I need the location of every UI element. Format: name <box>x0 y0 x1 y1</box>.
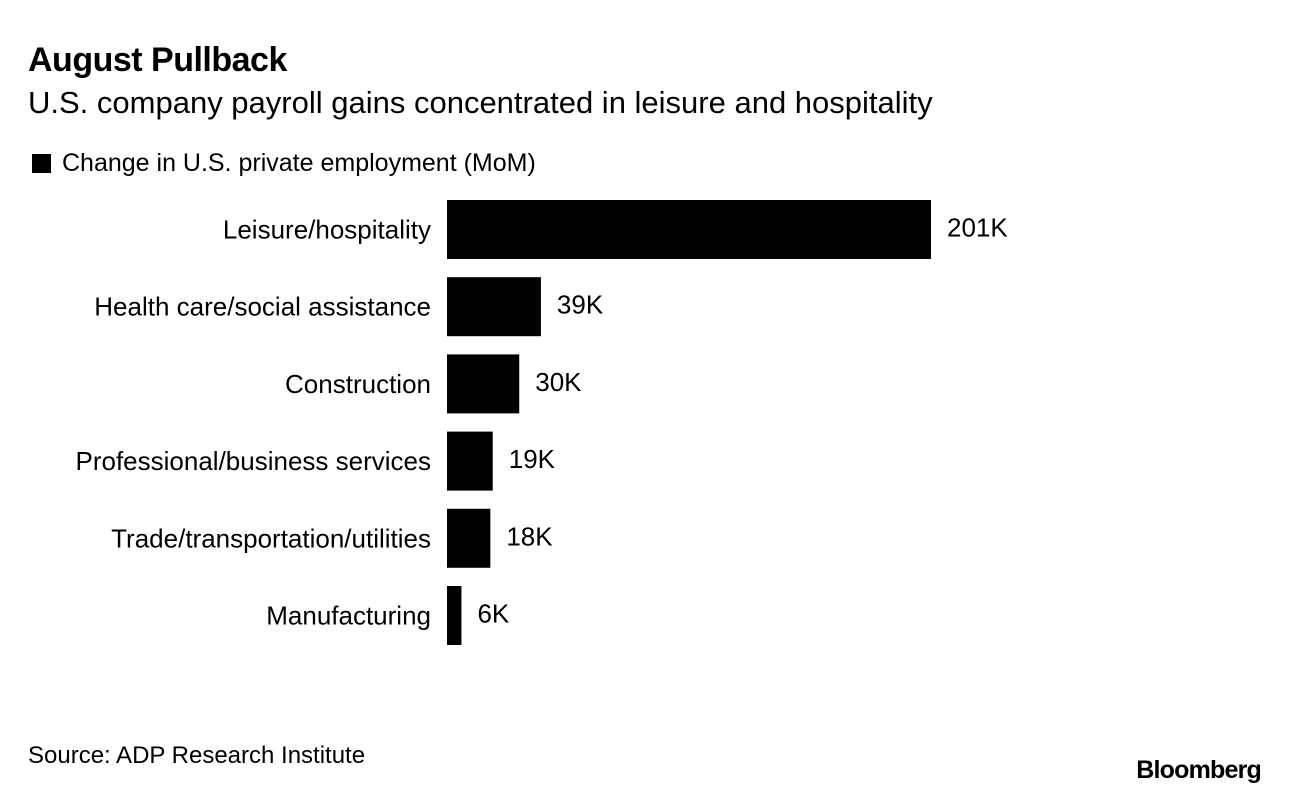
value-label: 39K <box>557 290 604 320</box>
bar <box>447 431 493 491</box>
source-note: Source: ADP Research Institute <box>28 742 366 769</box>
bar-chart: Leisure/hospitality 201K Health care/socia… <box>76 200 1008 645</box>
category-label: Trade/transportation/utilities <box>111 523 431 553</box>
bar <box>447 277 541 337</box>
category-label: Construction <box>285 369 431 399</box>
value-label: 19K <box>509 444 556 474</box>
bar <box>447 354 520 414</box>
category-label: Leisure/hospitality <box>223 215 431 245</box>
value-label: 30K <box>535 367 582 397</box>
bloomberg-logo: Bloomberg <box>1136 756 1262 784</box>
chart-title: August Pullback <box>28 41 287 79</box>
bar <box>447 200 931 259</box>
value-label: 201K <box>947 213 1008 243</box>
bar <box>447 586 462 645</box>
category-label: Professional/business services <box>76 446 432 476</box>
category-label: Manufacturing <box>266 601 431 631</box>
value-label: 18K <box>506 521 553 551</box>
legend-swatch <box>32 153 51 173</box>
category-label: Health care/social assistance <box>94 292 431 322</box>
legend-label: Change in U.S. private employment (MoM) <box>62 148 536 177</box>
chart-subtitle: U.S. company payroll gains concentrated … <box>28 85 933 120</box>
value-label: 6K <box>477 599 509 629</box>
legend: Change in U.S. private employment (MoM) <box>32 146 536 180</box>
bar <box>447 508 491 568</box>
